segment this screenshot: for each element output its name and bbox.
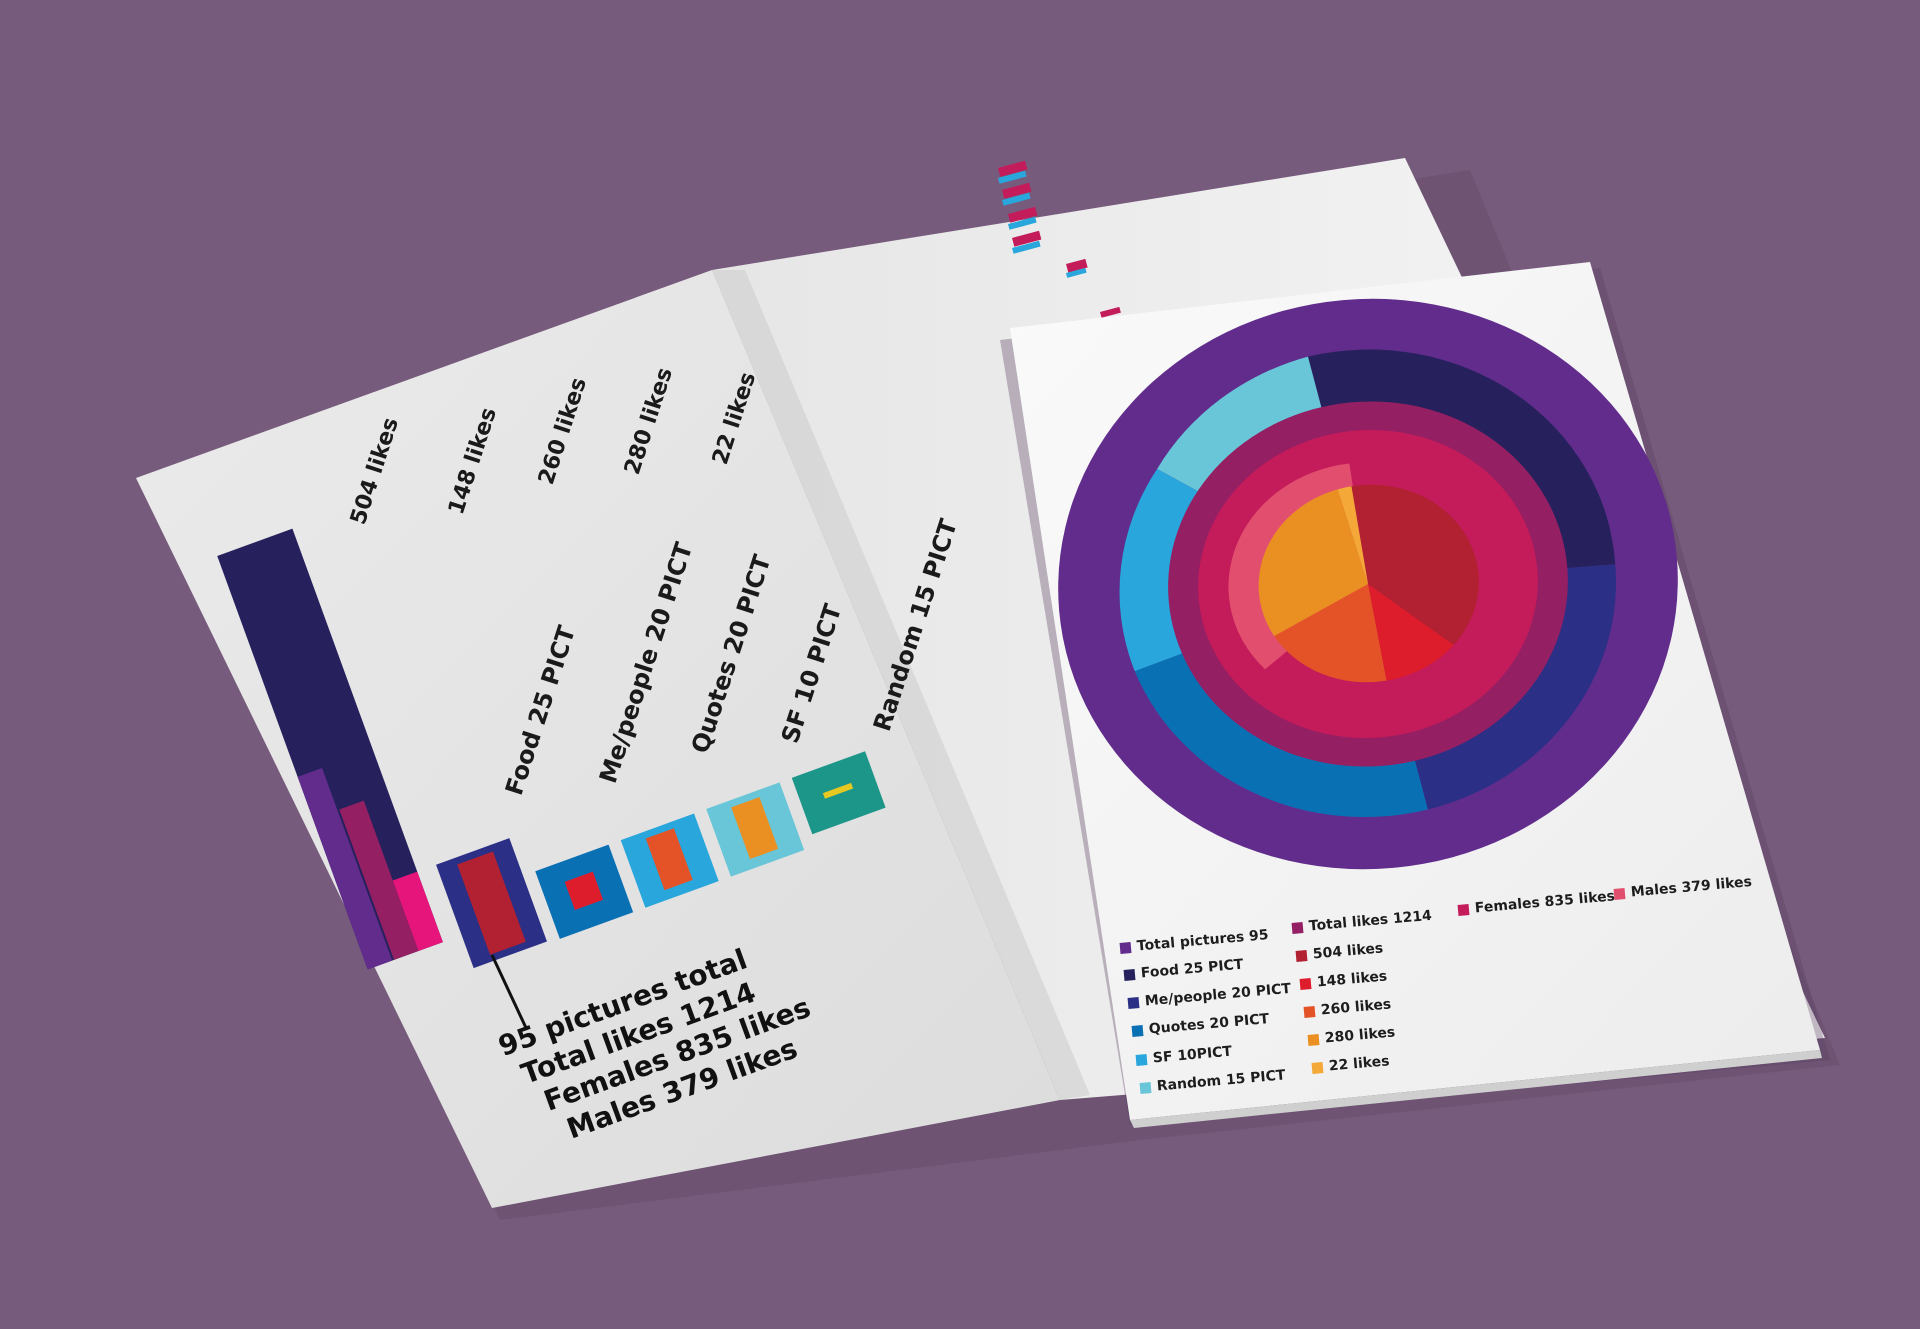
inner-left-page (136, 270, 1060, 1208)
bar-sf-likes (731, 797, 779, 860)
legend-swatch (1303, 1005, 1316, 1018)
legend-swatch (1139, 1081, 1152, 1094)
legend-swatch (1131, 1024, 1144, 1037)
bar-total (217, 528, 443, 970)
spine-shadow (712, 270, 1090, 1100)
front-page-edge (1130, 1050, 1822, 1128)
legend-swatch (1123, 968, 1136, 981)
bar-me-people-likes (564, 871, 604, 911)
donut-chart (1058, 298, 1678, 870)
legend-swatch (1299, 977, 1312, 990)
bar-total-pictures (297, 767, 393, 970)
pie-260 (1274, 584, 1387, 683)
legend-swatch (1127, 996, 1140, 1009)
pie-280 (1258, 489, 1368, 637)
bar-quotes-likes (645, 828, 693, 891)
legend-swatch (1307, 1033, 1320, 1046)
bar-chart (217, 528, 886, 970)
bar-random-likes (822, 782, 854, 799)
pie-504 (1351, 484, 1479, 646)
legend-swatch (1119, 941, 1132, 954)
legend-swatch (1457, 903, 1470, 916)
legend-swatch (1311, 1061, 1324, 1074)
summary-pointer (490, 954, 529, 1031)
legend-swatch (1613, 887, 1626, 900)
legend-swatch (1291, 921, 1304, 934)
legend-swatch (1135, 1053, 1148, 1066)
bar-males (392, 871, 443, 951)
legend-swatch (1295, 949, 1308, 962)
bar-total-likes (339, 800, 419, 960)
pie-22 (1337, 486, 1368, 584)
thumbnail-stripes (998, 160, 1121, 318)
pie-148 (1368, 584, 1454, 681)
bar-food-likes (457, 851, 526, 955)
